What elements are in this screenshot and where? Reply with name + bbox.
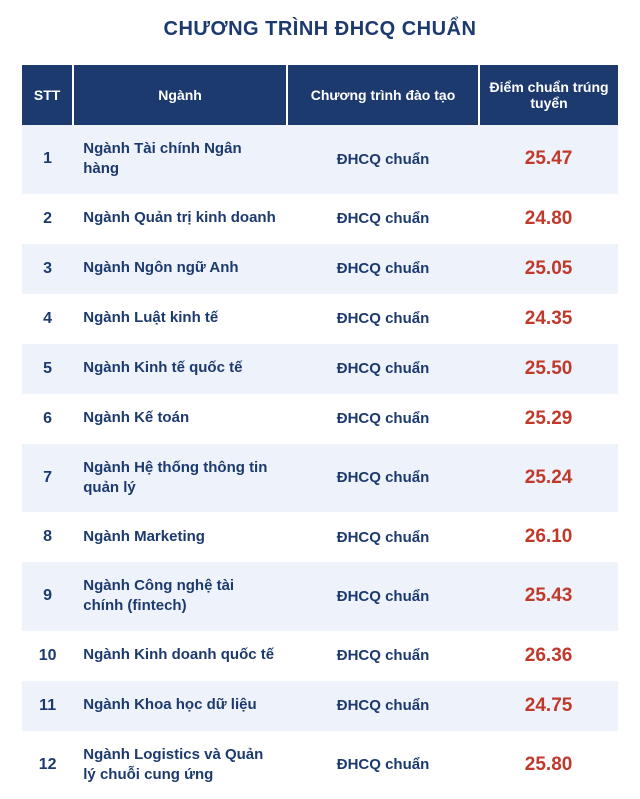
- table-row: 3Ngành Ngôn ngữ AnhĐHCQ chuẩn25.05: [22, 244, 618, 294]
- cell-score: 25.80: [479, 731, 618, 799]
- table-row: 12Ngành Logistics và Quản lý chuỗi cung …: [22, 731, 618, 799]
- col-header-stt: STT: [22, 65, 73, 125]
- col-header-score: Điểm chuẩn trúng tuyển: [479, 65, 618, 125]
- cell-major: Ngành Kinh tế quốc tế: [73, 344, 287, 394]
- cell-major: Ngành Ngôn ngữ Anh: [73, 244, 287, 294]
- cell-score: 25.50: [479, 344, 618, 394]
- cell-stt: 3: [22, 244, 73, 294]
- cell-stt: 10: [22, 631, 73, 681]
- cell-major: Ngành Kinh doanh quốc tế: [73, 631, 287, 681]
- cell-score: 25.43: [479, 562, 618, 631]
- table-row: 11Ngành Khoa học dữ liệuĐHCQ chuẩn24.75: [22, 681, 618, 731]
- cell-program: ĐHCQ chuẩn: [287, 731, 479, 799]
- cell-program: ĐHCQ chuẩn: [287, 512, 479, 562]
- cell-stt: 4: [22, 294, 73, 344]
- cell-score: 25.05: [479, 244, 618, 294]
- cell-program: ĐHCQ chuẩn: [287, 394, 479, 444]
- cell-major: Ngành Quản trị kinh doanh: [73, 194, 287, 244]
- table-row: 4Ngành Luật kinh tếĐHCQ chuẩn24.35: [22, 294, 618, 344]
- cell-program: ĐHCQ chuẩn: [287, 244, 479, 294]
- cell-stt: 2: [22, 194, 73, 244]
- cell-stt: 7: [22, 444, 73, 513]
- cell-major: Ngành Luật kinh tế: [73, 294, 287, 344]
- table-row: 6Ngành Kế toánĐHCQ chuẩn25.29: [22, 394, 618, 444]
- cell-stt: 6: [22, 394, 73, 444]
- col-header-major: Ngành: [73, 65, 287, 125]
- cell-stt: 12: [22, 731, 73, 799]
- cell-program: ĐHCQ chuẩn: [287, 444, 479, 513]
- page-title: CHƯƠNG TRÌNH ĐHCQ CHUẨN: [22, 18, 618, 41]
- cell-stt: 8: [22, 512, 73, 562]
- cell-stt: 1: [22, 125, 73, 194]
- table-row: 10Ngành Kinh doanh quốc tếĐHCQ chuẩn26.3…: [22, 631, 618, 681]
- table-body: 1Ngành Tài chính Ngân hàngĐHCQ chuẩn25.4…: [22, 125, 618, 799]
- cell-score: 25.24: [479, 444, 618, 513]
- page-content: CHƯƠNG TRÌNH ĐHCQ CHUẨN STT Ngành Chương…: [0, 0, 640, 799]
- cell-program: ĐHCQ chuẩn: [287, 631, 479, 681]
- cell-program: ĐHCQ chuẩn: [287, 194, 479, 244]
- cell-score: 24.75: [479, 681, 618, 731]
- table-row: 2Ngành Quản trị kinh doanhĐHCQ chuẩn24.8…: [22, 194, 618, 244]
- table-row: 5Ngành Kinh tế quốc tếĐHCQ chuẩn25.50: [22, 344, 618, 394]
- cell-major: Ngành Tài chính Ngân hàng: [73, 125, 287, 194]
- table-row: 1Ngành Tài chính Ngân hàngĐHCQ chuẩn25.4…: [22, 125, 618, 194]
- cell-program: ĐHCQ chuẩn: [287, 681, 479, 731]
- cell-major: Ngành Công nghệ tài chính (fintech): [73, 562, 287, 631]
- cell-major: Ngành Logistics và Quản lý chuỗi cung ứn…: [73, 731, 287, 799]
- cell-major: Ngành Kế toán: [73, 394, 287, 444]
- cell-major: Ngành Marketing: [73, 512, 287, 562]
- cell-stt: 9: [22, 562, 73, 631]
- cell-program: ĐHCQ chuẩn: [287, 294, 479, 344]
- cell-program: ĐHCQ chuẩn: [287, 344, 479, 394]
- cell-stt: 5: [22, 344, 73, 394]
- cell-score: 26.10: [479, 512, 618, 562]
- table-row: 7Ngành Hệ thống thông tin quản lýĐHCQ ch…: [22, 444, 618, 513]
- cell-score: 24.35: [479, 294, 618, 344]
- col-header-prog: Chương trình đào tạo: [287, 65, 479, 125]
- cell-score: 26.36: [479, 631, 618, 681]
- table-row: 8Ngành MarketingĐHCQ chuẩn26.10: [22, 512, 618, 562]
- table-row: 9Ngành Công nghệ tài chính (fintech)ĐHCQ…: [22, 562, 618, 631]
- cell-program: ĐHCQ chuẩn: [287, 562, 479, 631]
- admission-scores-table: STT Ngành Chương trình đào tạo Điểm chuẩ…: [22, 65, 618, 799]
- cell-stt: 11: [22, 681, 73, 731]
- table-header: STT Ngành Chương trình đào tạo Điểm chuẩ…: [22, 65, 618, 125]
- cell-major: Ngành Khoa học dữ liệu: [73, 681, 287, 731]
- cell-score: 25.47: [479, 125, 618, 194]
- cell-major: Ngành Hệ thống thông tin quản lý: [73, 444, 287, 513]
- cell-score: 25.29: [479, 394, 618, 444]
- cell-score: 24.80: [479, 194, 618, 244]
- cell-program: ĐHCQ chuẩn: [287, 125, 479, 194]
